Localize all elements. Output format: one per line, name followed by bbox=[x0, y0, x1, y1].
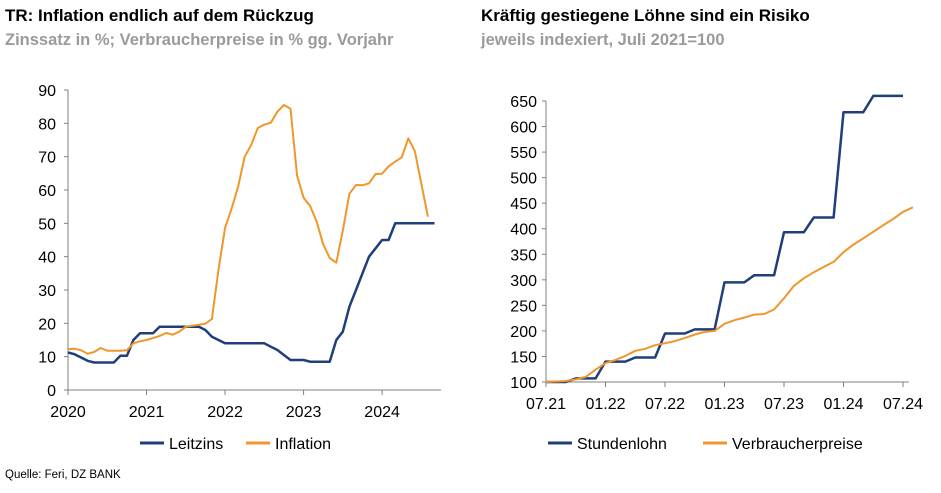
left-y-tick-label: 10 bbox=[38, 350, 56, 367]
left-x-tick-label: 2020 bbox=[50, 404, 86, 421]
left-chart-subtitle: Zinssatz in %; Verbraucherpreise in % gg… bbox=[5, 31, 394, 49]
left-legend-label-leitzins: Leitzins bbox=[169, 436, 223, 453]
right-x-tick-label: 07.21 bbox=[526, 396, 566, 413]
left-x-tick-label: 2024 bbox=[364, 404, 400, 421]
left-y-tick-label: 60 bbox=[38, 183, 56, 200]
right-x-tick-label: 01.22 bbox=[585, 396, 625, 413]
right-series-line-verbraucherpreise bbox=[545, 206, 914, 383]
right-y-tick-label: 350 bbox=[510, 247, 537, 264]
right-y-tick-label: 300 bbox=[510, 273, 537, 290]
right-x-tick-label: 01.24 bbox=[823, 396, 863, 413]
right-x-tick-label: 07.22 bbox=[645, 396, 685, 413]
left-x-tick-label: 2023 bbox=[286, 404, 322, 421]
left-y-tick-label: 90 bbox=[38, 83, 56, 100]
left-legend-label-inflation: Inflation bbox=[275, 436, 331, 453]
left-x-tick-label: 2022 bbox=[207, 404, 243, 421]
left-x-tick-label: 2021 bbox=[129, 404, 165, 421]
right-y-tick-label: 650 bbox=[510, 94, 537, 111]
left-series-line-inflation bbox=[67, 104, 429, 355]
right-y-tick-label: 550 bbox=[510, 145, 537, 162]
right-chart-title: Kräftig gestiegene Löhne sind ein Risiko bbox=[481, 6, 810, 25]
right-y-tick-label: 200 bbox=[510, 324, 537, 341]
left-y-tick-label: 70 bbox=[38, 150, 56, 167]
right-x-tick-label: 01.23 bbox=[704, 396, 744, 413]
right-x-tick-label: 07.24 bbox=[883, 396, 923, 413]
right-x-tick-label: 07.23 bbox=[764, 396, 804, 413]
right-y-tick-label: 600 bbox=[510, 120, 537, 137]
right-y-tick-label: 250 bbox=[510, 298, 537, 315]
left-chart-title: TR: Inflation endlich auf dem Rückzug bbox=[5, 6, 314, 25]
right-chart-subtitle: jeweils indexiert, Juli 2021=100 bbox=[481, 31, 725, 49]
right-legend-label-stundenlohn: Stundenlohn bbox=[577, 436, 667, 453]
left-y-tick-label: 20 bbox=[38, 316, 56, 333]
left-y-tick-label: 80 bbox=[38, 116, 56, 133]
right-y-tick-label: 450 bbox=[510, 196, 537, 213]
right-series-line-stundenlohn bbox=[546, 94, 903, 384]
right-legend-label-verbraucherpreise: Verbraucherpreise bbox=[732, 436, 863, 453]
right-y-tick-label: 500 bbox=[510, 171, 537, 188]
left-y-tick-label: 50 bbox=[38, 216, 56, 233]
left-y-tick-label: 0 bbox=[47, 383, 56, 400]
right-y-tick-label: 400 bbox=[510, 222, 537, 239]
left-y-tick-label: 30 bbox=[38, 283, 56, 300]
left-y-tick-label: 40 bbox=[38, 250, 56, 267]
source-note: Quelle: Feri, DZ BANK bbox=[5, 469, 121, 481]
right-y-tick-label: 100 bbox=[510, 375, 537, 392]
right-y-tick-label: 150 bbox=[510, 349, 537, 366]
left-series-line-leitzins bbox=[67, 222, 435, 364]
